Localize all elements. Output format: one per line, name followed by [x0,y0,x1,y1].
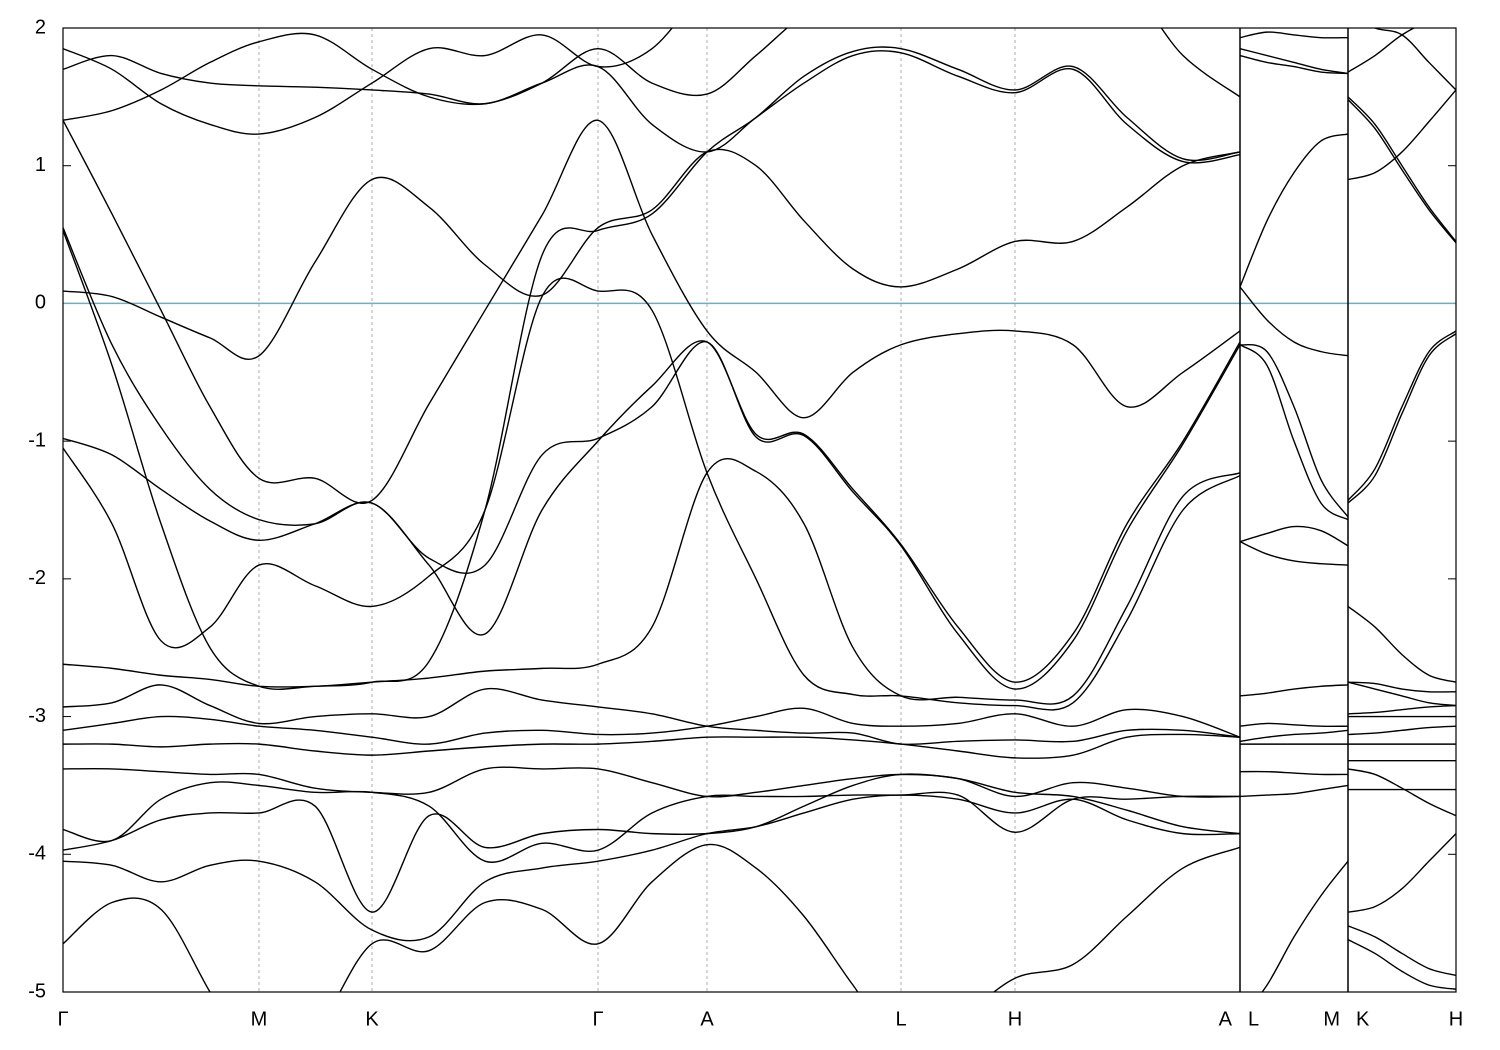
grid [62,27,1457,993]
band-line [1347,768,1456,817]
band-line [63,28,1241,121]
y-tick-label: -2 [28,567,46,589]
y-tick-label: -5 [28,980,46,1002]
band-line [1239,286,1349,357]
band-line [63,46,1241,690]
band-line [1239,344,1349,521]
band-line [1347,939,1456,990]
band-line [1239,47,1349,75]
band-line [1239,31,1349,39]
band-line [1239,684,1349,697]
band-line [63,50,1241,164]
bands [63,28,1456,992]
band-line [63,707,1241,745]
y-tick-label: -4 [28,843,46,865]
y-tick-label: 0 [35,292,46,314]
band-line [1347,330,1456,501]
band-line [1239,344,1349,518]
band-line [63,341,1241,690]
band-line [1347,681,1456,707]
x-tick-label: A [1219,1008,1233,1030]
band-line [1347,681,1456,693]
x-tick-label: L [895,1008,906,1030]
band-line [63,227,1241,683]
band-line [63,773,1241,913]
band-line [1239,541,1349,566]
band-line [1239,784,1349,798]
x-tick-label: L [1248,1008,1259,1030]
plot-frame [62,27,1457,993]
y-tick-label: -1 [28,429,46,451]
y-tick-label: -3 [28,705,46,727]
band-line [1347,725,1456,736]
band-line [63,733,1241,759]
x-tick-label: M [251,1008,268,1030]
x-tick-label: M [1323,1008,1340,1030]
band-line [63,766,1241,798]
x-tick-label: H [1008,1008,1022,1030]
band-line [63,794,1241,942]
band-line [1347,605,1456,683]
band-line [1239,54,1349,75]
x-tick-label: A [700,1008,714,1030]
band-line [63,28,673,135]
band-line [1347,99,1456,244]
band-line [1347,89,1456,181]
band-line [1239,133,1349,288]
y-tick-label: 2 [35,16,46,38]
band-line [1373,28,1456,91]
band-line [63,458,1241,705]
band-line [1347,704,1456,715]
band-line [1261,860,1349,992]
x-tick-label: K [365,1008,379,1030]
x-tick-label: H [1449,1008,1463,1030]
band-line [1239,770,1349,776]
band-line [1239,722,1349,728]
band-line [1347,833,1456,913]
band-line [1239,525,1349,547]
y-tick-label: 1 [35,154,46,176]
band-line [1239,729,1349,743]
band-line [1347,96,1456,242]
band-line [63,781,1241,863]
band-line [63,843,1241,992]
x-tick-label: Γ [57,1008,68,1030]
x-tick-label: K [1356,1008,1370,1030]
band-line [63,119,1241,504]
band-line [63,277,1241,711]
band-line [1347,28,1416,73]
band-line [1347,925,1456,977]
band-line [63,148,1241,361]
x-tick-label: Γ [592,1008,603,1030]
band-line [1347,333,1456,504]
band-line [63,684,1241,746]
